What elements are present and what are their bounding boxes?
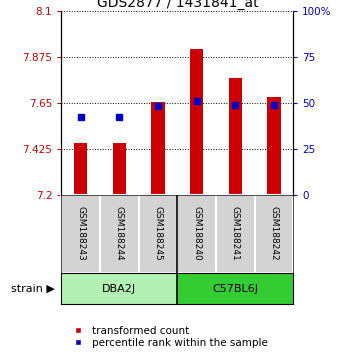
Bar: [113, 143, 126, 195]
Bar: [267, 97, 281, 195]
Bar: [177, 195, 216, 273]
Bar: [216, 195, 255, 273]
Bar: [177, 273, 293, 304]
Text: strain ▶: strain ▶: [11, 284, 55, 293]
Legend: transformed count, percentile rank within the sample: transformed count, percentile rank withi…: [66, 325, 268, 349]
Bar: [190, 50, 203, 195]
Text: C57BL6J: C57BL6J: [212, 284, 258, 293]
Title: GDS2877 / 1431841_at: GDS2877 / 1431841_at: [97, 0, 258, 10]
Text: DBA2J: DBA2J: [102, 284, 136, 293]
Bar: [228, 78, 242, 195]
Bar: [61, 273, 177, 304]
Text: GSM188245: GSM188245: [153, 206, 163, 261]
Text: GSM188243: GSM188243: [76, 206, 85, 261]
Bar: [151, 102, 165, 195]
Text: GSM188240: GSM188240: [192, 206, 201, 261]
Bar: [100, 195, 139, 273]
Text: GSM188244: GSM188244: [115, 206, 124, 261]
Bar: [74, 143, 87, 195]
Text: GSM188241: GSM188241: [231, 206, 240, 261]
Text: GSM188242: GSM188242: [269, 206, 279, 261]
Bar: [255, 195, 293, 273]
Bar: [61, 195, 100, 273]
Bar: [139, 195, 177, 273]
